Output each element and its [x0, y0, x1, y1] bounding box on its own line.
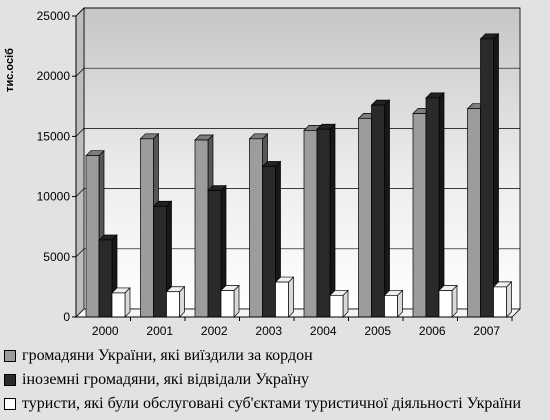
- plot-side-wall: [75, 7, 85, 318]
- y-tick-label: 0: [63, 310, 70, 324]
- bar-side: [288, 276, 294, 318]
- x-tick-label: 2006: [419, 324, 446, 338]
- bar-2: [371, 104, 385, 318]
- bar-side: [384, 99, 390, 318]
- bar-3: [111, 292, 126, 318]
- bar-3: [438, 290, 453, 318]
- legend-swatch-black: [4, 374, 16, 386]
- bar-3: [275, 281, 289, 318]
- legend-item-tourists: туристи, які були обслуговані суб'єктами…: [4, 392, 548, 416]
- bar-3: [166, 291, 180, 318]
- bar-side: [506, 281, 512, 318]
- bar-chart: 0 5000 10000 15000 20000 25000 2000 2001 2002 200…: [4, 7, 521, 338]
- y-tick-label: 25000: [37, 9, 71, 23]
- bar-2: [316, 128, 331, 318]
- bar-1: [467, 108, 481, 318]
- bar-1: [412, 113, 427, 318]
- bar-3: [384, 294, 398, 318]
- gridline: [75, 67, 520, 77]
- bar-1: [140, 138, 154, 318]
- x-tick-label: 2005: [364, 324, 391, 338]
- bar-2: [153, 205, 167, 318]
- bar-1: [194, 139, 209, 318]
- bar-2: [480, 38, 494, 318]
- bar-2: [207, 190, 222, 318]
- bar-2: [262, 166, 276, 318]
- legend-item-inbound: іноземні громадяни, які відвідали Україн…: [4, 368, 548, 392]
- bar-side: [493, 33, 499, 318]
- legend-swatch-white: [4, 398, 16, 410]
- y-tick-label: 10000: [37, 190, 71, 204]
- y-tick-label: 20000: [37, 69, 71, 83]
- bar-1: [358, 117, 372, 318]
- bar-1: [85, 155, 100, 318]
- y-tick-label: 5000: [43, 250, 70, 264]
- bar-2: [98, 239, 113, 318]
- legend-label: туристи, які були обслуговані суб'єктами…: [22, 395, 522, 412]
- x-tick-label: 2004: [310, 324, 337, 338]
- gridline: [75, 7, 520, 17]
- x-tick-label: 2000: [92, 324, 119, 338]
- bar-1: [249, 138, 263, 318]
- y-tick-label: 15000: [37, 129, 71, 143]
- legend-swatch-gray: [4, 350, 16, 362]
- x-tick-label: 2007: [473, 324, 500, 338]
- legend-item-outbound: громадяни України, які виїздили за кордо…: [4, 344, 548, 368]
- legend-label: громадяни України, які виїздили за кордо…: [22, 347, 313, 364]
- x-tick-label: 2003: [255, 324, 282, 338]
- bar-side: [438, 92, 445, 318]
- y-axis-title: тис.осіб: [4, 48, 16, 92]
- bar-3: [493, 286, 507, 318]
- legend-label: іноземні громадяни, які відвідали Україн…: [22, 371, 310, 388]
- bar-2: [425, 97, 440, 318]
- x-tick-label: 2002: [201, 324, 228, 338]
- bar-1: [303, 130, 318, 318]
- bar-side: [329, 123, 336, 318]
- bar-3: [220, 290, 235, 318]
- bar-3: [329, 294, 344, 318]
- x-tick-label: 2001: [146, 324, 173, 338]
- chart-legend: громадяни України, які виїздили за кордо…: [4, 344, 548, 416]
